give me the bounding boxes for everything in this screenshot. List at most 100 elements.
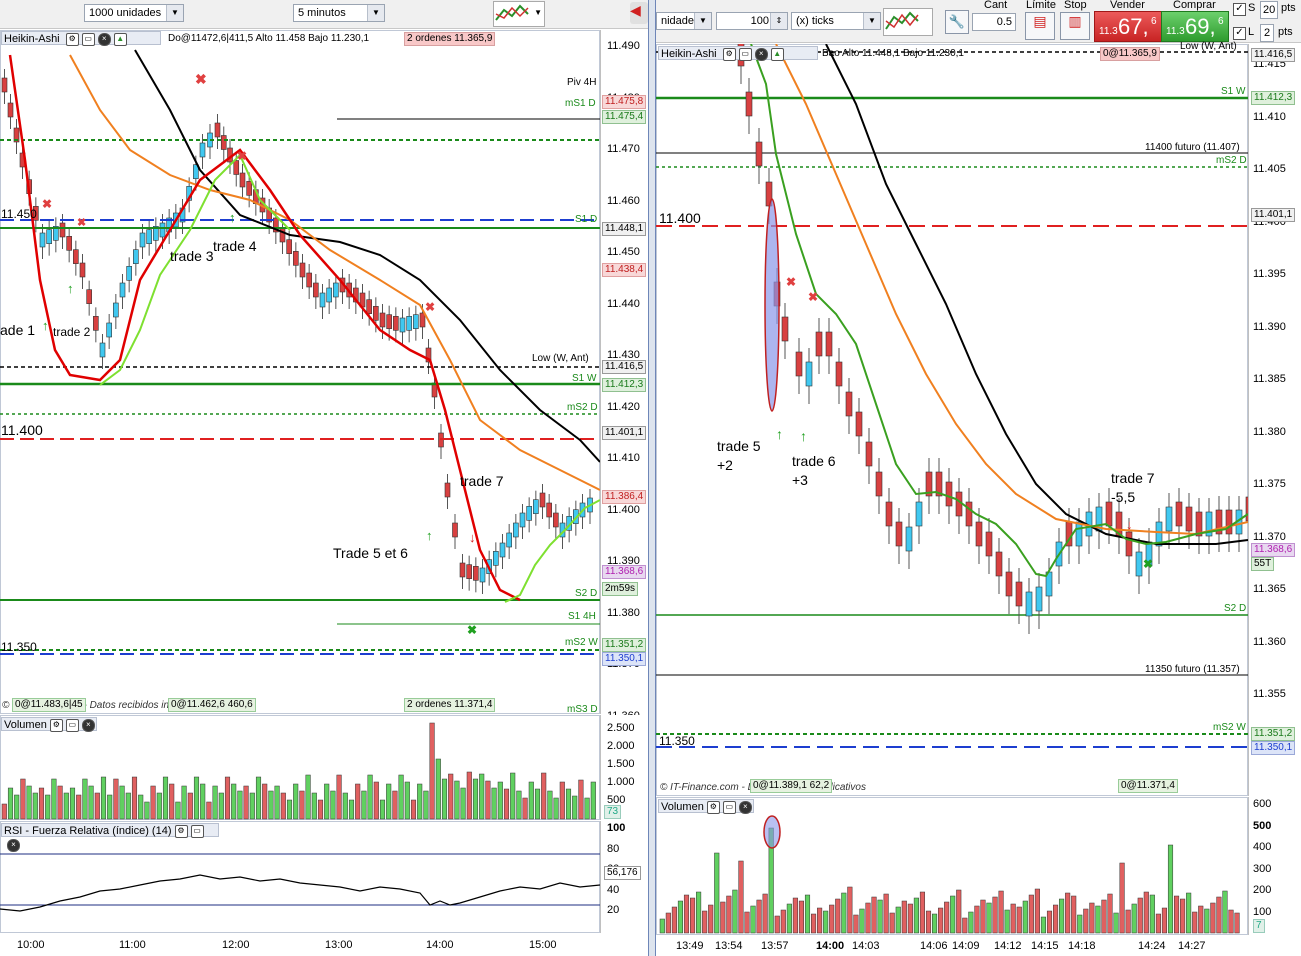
volume-bar [510, 772, 516, 820]
axis-tick-label: 11.440 [607, 297, 640, 310]
candle-body [493, 551, 499, 566]
close-icon[interactable]: × [754, 47, 768, 61]
volume-title: Volumen [4, 719, 47, 731]
arrow-up-icon[interactable]: ▲ [113, 32, 127, 46]
trade-6-annotation: trade 6 [792, 453, 836, 469]
right-time-axis[interactable]: 13:49 13:54 13:57 14:00 14:03 14:06 14:09 14:12… [656, 935, 1248, 956]
stepper-icon[interactable]: ⇕ [770, 13, 787, 29]
candle-body [139, 232, 146, 248]
volume-bar [732, 889, 738, 934]
s-checkbox[interactable]: ✓ [1233, 3, 1246, 16]
svg-text:↑: ↑ [42, 318, 49, 333]
time-tick-label: 14:27 [1178, 940, 1206, 952]
limit-order-button[interactable]: ▤ [1025, 12, 1055, 40]
wrench-icon[interactable]: ⚙ [174, 824, 188, 838]
right-low-label: Low (W, Ant) [1180, 41, 1237, 52]
volume-bar [1131, 903, 1137, 934]
window-icon[interactable]: ▭ [81, 32, 95, 46]
candle-body [53, 226, 59, 241]
arrow-up-icon[interactable]: ▲ [770, 47, 784, 61]
right-price-axis[interactable]: 11.41511.41011.40511.40011.39511.39011.3… [1248, 44, 1301, 796]
buy-price-big: 69, [1185, 14, 1216, 39]
orders-badge-bottom[interactable]: 2 ordenes 11.371,4 [404, 698, 496, 712]
low-label: Low (W, Ant) [532, 353, 589, 364]
order-box[interactable]: 0@11.483,6|45 [12, 698, 86, 712]
volume-bar [1077, 914, 1083, 934]
right-order-box[interactable]: 0@11.371,4 [1118, 779, 1178, 793]
wrench-icon[interactable]: ⚙ [65, 32, 79, 46]
close-icon[interactable]: × [81, 718, 95, 732]
time-tick-label: 14:00 [816, 940, 845, 952]
right-indicators-button[interactable] [883, 8, 933, 36]
volume-bar [1234, 912, 1240, 934]
rsi-panel[interactable] [0, 821, 600, 933]
volume-bar [429, 722, 435, 820]
quantity-input[interactable]: 100 ⇕ [716, 12, 788, 30]
s-points-input[interactable]: 20 [1260, 1, 1278, 19]
axis-tick-label: 11.380 [607, 606, 640, 619]
cant-input[interactable]: 0.5 [972, 13, 1016, 31]
wrench-icon[interactable]: ⚙ [706, 800, 720, 814]
l-points-input[interactable]: 2 [1260, 24, 1274, 42]
volume-bar [841, 892, 847, 934]
ms3d-label: mS3 D [567, 704, 598, 715]
window-icon[interactable]: ▭ [190, 824, 204, 838]
axis-tick-label: 11.490 [607, 40, 640, 52]
candle-body [366, 299, 372, 314]
piv4h-label: Piv 4H [567, 77, 597, 88]
candle-body [119, 282, 126, 298]
volume-bar [26, 785, 32, 820]
volume-bar [76, 794, 82, 820]
axis-tick-label: 11.375 [1253, 478, 1286, 490]
time-tick-label: 14:09 [952, 940, 980, 952]
svg-text:✖: ✖ [77, 217, 86, 229]
volume-bar [944, 901, 950, 934]
l-checkbox[interactable]: ✓ [1233, 27, 1246, 40]
axis-tick-label: 11.410 [1253, 110, 1286, 123]
close-icon[interactable]: × [738, 800, 752, 814]
candle-body [326, 287, 332, 303]
wrench-icon[interactable]: ⚙ [49, 718, 63, 732]
volume-bar [1046, 910, 1053, 934]
order-box[interactable]: 0@11.462,6 460,6 [168, 698, 256, 712]
wrench-button[interactable]: 🔧 [945, 10, 969, 34]
indicators-button[interactable]: ▼ [493, 1, 545, 27]
window-icon[interactable]: ▭ [722, 800, 736, 814]
candle-body [895, 521, 903, 547]
window-icon[interactable]: ▭ [65, 718, 79, 732]
volume-bar [1040, 916, 1046, 934]
window-icon[interactable]: ▭ [738, 47, 752, 61]
wrench-icon[interactable]: ⚙ [722, 47, 736, 61]
candle-body [220, 135, 227, 150]
scroll-left-button[interactable]: ◀ [630, 2, 648, 24]
timeframe-select[interactable]: 5 minutos ▼ [293, 4, 385, 22]
volume-bar [792, 897, 798, 934]
right-orders-badge[interactable]: 0@11.365,9 [1100, 47, 1160, 61]
quantity-select[interactable]: 1000 unidades ▼ [84, 4, 184, 22]
axis-tick-label: 40 [607, 883, 620, 896]
close-icon[interactable]: × [7, 838, 20, 852]
left-time-axis[interactable]: 10:00 11:00 12:00 13:00 14:00 15:00 [0, 934, 600, 956]
volume-bar [299, 790, 305, 820]
stop-label: Stop [1064, 0, 1087, 11]
window-splitter[interactable] [648, 0, 656, 956]
orders-price: 11.371,4 [454, 699, 493, 710]
right-order-box[interactable]: 0@11.389,1 62,2 [750, 779, 833, 793]
orders-badge[interactable]: 2 ordenes 11.365,9 [404, 32, 496, 46]
ticks-select[interactable]: (x) ticks ▼ [791, 12, 881, 30]
axis-tick-label: 11.450 [607, 246, 640, 258]
candle-body [1135, 551, 1143, 577]
buy-button[interactable]: 11.3 69, 6 [1161, 11, 1229, 42]
left-price-axis[interactable]: 11.49011.48011.47011.46011.45011.44011.4… [600, 30, 649, 722]
price-tag: 11.351,2 [602, 638, 647, 652]
volume-bar [572, 795, 578, 820]
svg-text:✖: ✖ [808, 290, 818, 304]
volume-bar [986, 902, 992, 934]
right-price-chart[interactable] [656, 44, 1248, 796]
stop-order-button[interactable]: ▥ [1060, 12, 1090, 40]
volume-bar [1204, 908, 1210, 934]
units-select[interactable]: nidades ▼ [656, 12, 712, 30]
close-icon[interactable]: × [97, 32, 111, 46]
sell-button[interactable]: 11.3 67, 6 [1094, 11, 1162, 42]
candle-body [1225, 509, 1233, 535]
